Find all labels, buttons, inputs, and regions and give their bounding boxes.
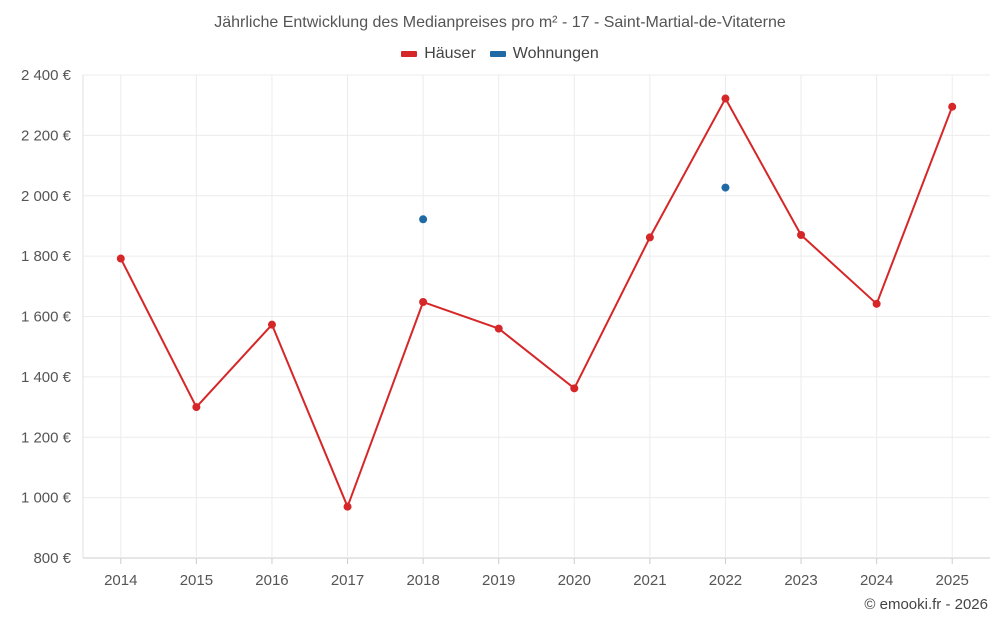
x-tick-label: 2017 xyxy=(331,572,364,589)
data-point-haeuser xyxy=(494,324,503,333)
legend-item-haeuser[interactable]: Häuser xyxy=(401,45,476,63)
x-tick-label: 2024 xyxy=(860,572,893,589)
x-tick-label: 2018 xyxy=(406,572,439,589)
x-tick-label: 2019 xyxy=(482,572,515,589)
data-point-haeuser xyxy=(419,298,428,307)
y-tick-label: 1 400 € xyxy=(21,369,72,386)
y-tick-label: 1 000 € xyxy=(21,490,72,507)
legend-swatch-haeuser xyxy=(401,51,418,57)
chart-legend: Häuser Wohnungen xyxy=(0,45,1000,63)
x-tick-label: 2023 xyxy=(784,572,817,589)
data-point-haeuser xyxy=(570,384,579,393)
x-tick-label: 2022 xyxy=(709,572,742,589)
y-tick-label: 2 400 € xyxy=(21,67,72,84)
data-point-haeuser xyxy=(721,94,730,103)
y-tick-label: 2 000 € xyxy=(21,188,72,205)
data-point-haeuser xyxy=(645,233,654,242)
data-point-haeuser xyxy=(267,320,276,329)
x-tick-label: 2015 xyxy=(180,572,213,589)
y-tick-label: 2 200 € xyxy=(21,127,72,144)
series-line-haeuser xyxy=(119,97,954,508)
data-point-haeuser xyxy=(948,102,957,111)
data-point-haeuser xyxy=(872,299,881,308)
x-tick-label: 2014 xyxy=(104,572,137,589)
legend-swatch-wohnungen xyxy=(489,51,506,57)
y-tick-label: 800 € xyxy=(33,550,71,567)
y-tick-label: 1 600 € xyxy=(21,309,72,326)
chart-title: Jährliche Entwicklung des Medianpreises … xyxy=(214,14,786,31)
data-point-wohnungen xyxy=(721,183,730,192)
x-tick-label: 2021 xyxy=(633,572,666,589)
x-tick-label: 2025 xyxy=(936,572,969,589)
data-point-haeuser xyxy=(116,254,125,263)
data-point-haeuser xyxy=(192,403,201,412)
y-tick-label: 1 800 € xyxy=(21,248,72,265)
x-tick-label: 2016 xyxy=(255,572,288,589)
credit-text: © emooki.fr - 2026 xyxy=(864,596,988,613)
data-point-haeuser xyxy=(797,230,806,239)
legend-item-wohnungen[interactable]: Wohnungen xyxy=(489,45,599,63)
data-point-wohnungen xyxy=(419,215,428,224)
y-tick-label: 1 200 € xyxy=(21,429,72,446)
x-tick-label: 2020 xyxy=(558,572,591,589)
data-point-haeuser xyxy=(343,502,352,511)
legend-label-wohnungen: Wohnungen xyxy=(512,45,599,62)
legend-label-haeuser: Häuser xyxy=(424,45,476,62)
